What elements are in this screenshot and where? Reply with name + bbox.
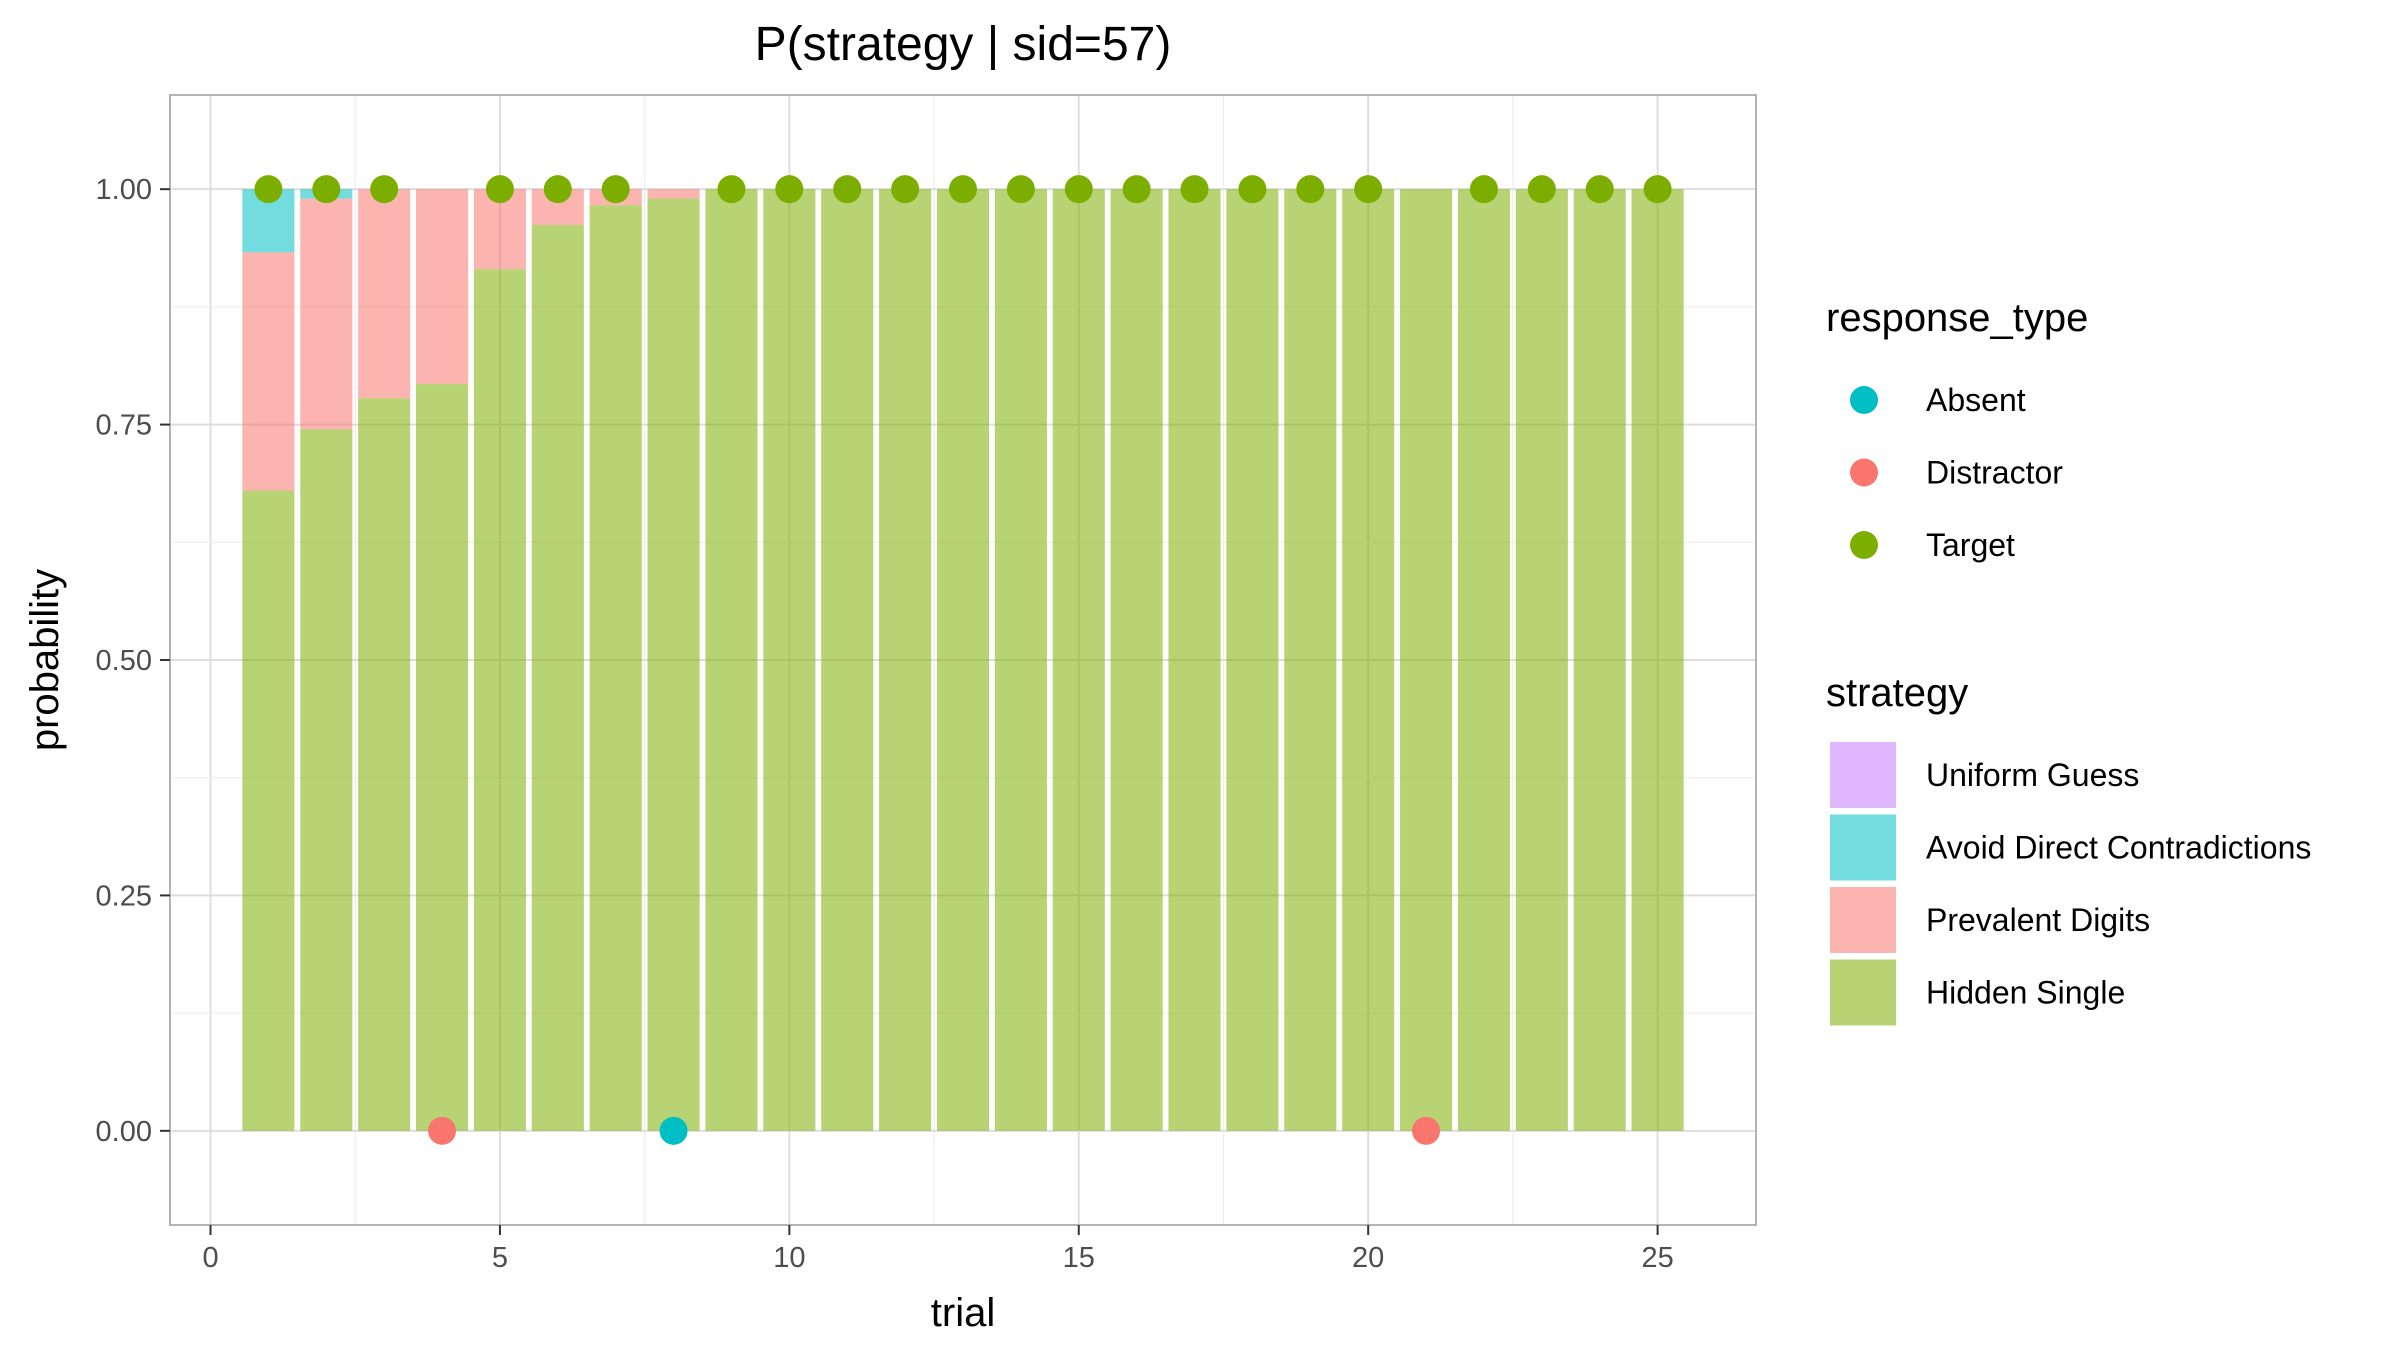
bars [242,189,1684,1131]
legend-title: response_type [1826,296,2088,340]
bar-hidden-single [1457,189,1510,1131]
point-distractor [1412,1116,1441,1145]
point-target [543,175,572,204]
legend-key-swatch [1830,959,1896,1026]
chart-title: P(strategy | sid=57) [755,18,1172,71]
bar-hidden-single [1168,189,1221,1131]
point-target [717,175,746,204]
bar-prevalent-digits [416,189,469,385]
point-target [891,175,920,204]
x-tick-label: 10 [773,1242,805,1274]
bar-hidden-single [705,189,758,1131]
point-target [254,175,283,204]
bar-hidden-single [1515,189,1568,1131]
y-axis-title: probability [23,569,67,751]
bar-hidden-single [994,189,1047,1131]
bar-hidden-single [1573,189,1626,1131]
bar-hidden-single [1400,189,1453,1131]
point-target [1006,175,1035,204]
bar-hidden-single [1226,189,1279,1131]
y-tick-label: 0.25 [96,880,152,912]
bar-hidden-single [1110,189,1163,1131]
legend-label: Uniform Guess [1926,757,2139,793]
point-target [1585,175,1614,204]
legend-label: Absent [1926,382,2026,418]
response-points [254,175,1672,1145]
legend-key-point [1850,386,1878,414]
bar-hidden-single [473,269,526,1131]
legend-key-point [1850,458,1878,487]
x-tick-label: 0 [202,1242,218,1274]
legend-label: Target [1926,527,2015,563]
legend-strategy: strategy Uniform Guess Avoid Direct Contra… [1826,671,2311,1026]
point-target [1238,175,1267,204]
bar-hidden-single [1052,189,1105,1131]
legend-response-type: response_type Absent Distractor Target [1826,296,2088,563]
legend-key-swatch [1830,814,1896,881]
point-target [1643,175,1672,204]
point-target [312,175,341,204]
x-tick-label: 5 [492,1242,508,1274]
legend-label: Prevalent Digits [1926,902,2150,938]
bar-prevalent-digits [300,198,353,430]
bar-hidden-single [821,189,874,1131]
point-target [601,175,630,204]
bar-prevalent-digits [647,189,700,199]
bar-hidden-single [1631,189,1684,1131]
point-target [1469,175,1498,204]
point-target [485,175,514,204]
legend-label: Hidden Single [1926,975,2125,1011]
bar-hidden-single [1342,189,1395,1131]
legend-key-swatch [1830,887,1896,953]
x-tick-label: 20 [1352,1242,1384,1274]
point-distractor [428,1116,457,1145]
bar-hidden-single [531,224,584,1131]
point-target [775,175,804,204]
x-tick-label: 15 [1063,1242,1095,1274]
legend-label: Avoid Direct Contradictions [1926,830,2311,866]
x-axis-title: trial [931,1291,995,1335]
point-target [1354,175,1383,204]
bar-hidden-single [589,205,642,1131]
legend-title: strategy [1826,671,1968,715]
bar-hidden-single [763,189,816,1131]
y-tick-label: 0.00 [96,1116,152,1148]
x-tick-label: 25 [1641,1242,1673,1274]
bar-prevalent-digits [242,252,295,491]
y-tick-label: 1.00 [96,174,152,206]
bar-prevalent-digits [358,189,411,399]
point-target [370,175,399,204]
point-target [833,175,862,204]
y-tick-label: 0.50 [96,645,152,677]
point-absent [659,1116,688,1145]
point-target [949,175,977,204]
point-target [1180,175,1209,204]
legend-key-swatch [1830,742,1896,808]
bar-hidden-single [416,384,469,1131]
y-tick-label: 0.75 [96,410,152,442]
point-target [1527,175,1556,204]
point-target [1064,175,1093,204]
bar-hidden-single [358,398,411,1131]
point-target [1296,175,1325,204]
point-target [1122,175,1151,204]
legend-label: Distractor [1926,455,2063,491]
bar-hidden-single [1284,189,1337,1131]
bar-hidden-single [300,429,353,1131]
bar-hidden-single [242,490,295,1131]
bar-hidden-single [879,189,932,1131]
bar-hidden-single [936,189,990,1131]
legend-key-point [1850,531,1878,559]
bar-hidden-single [647,198,700,1131]
